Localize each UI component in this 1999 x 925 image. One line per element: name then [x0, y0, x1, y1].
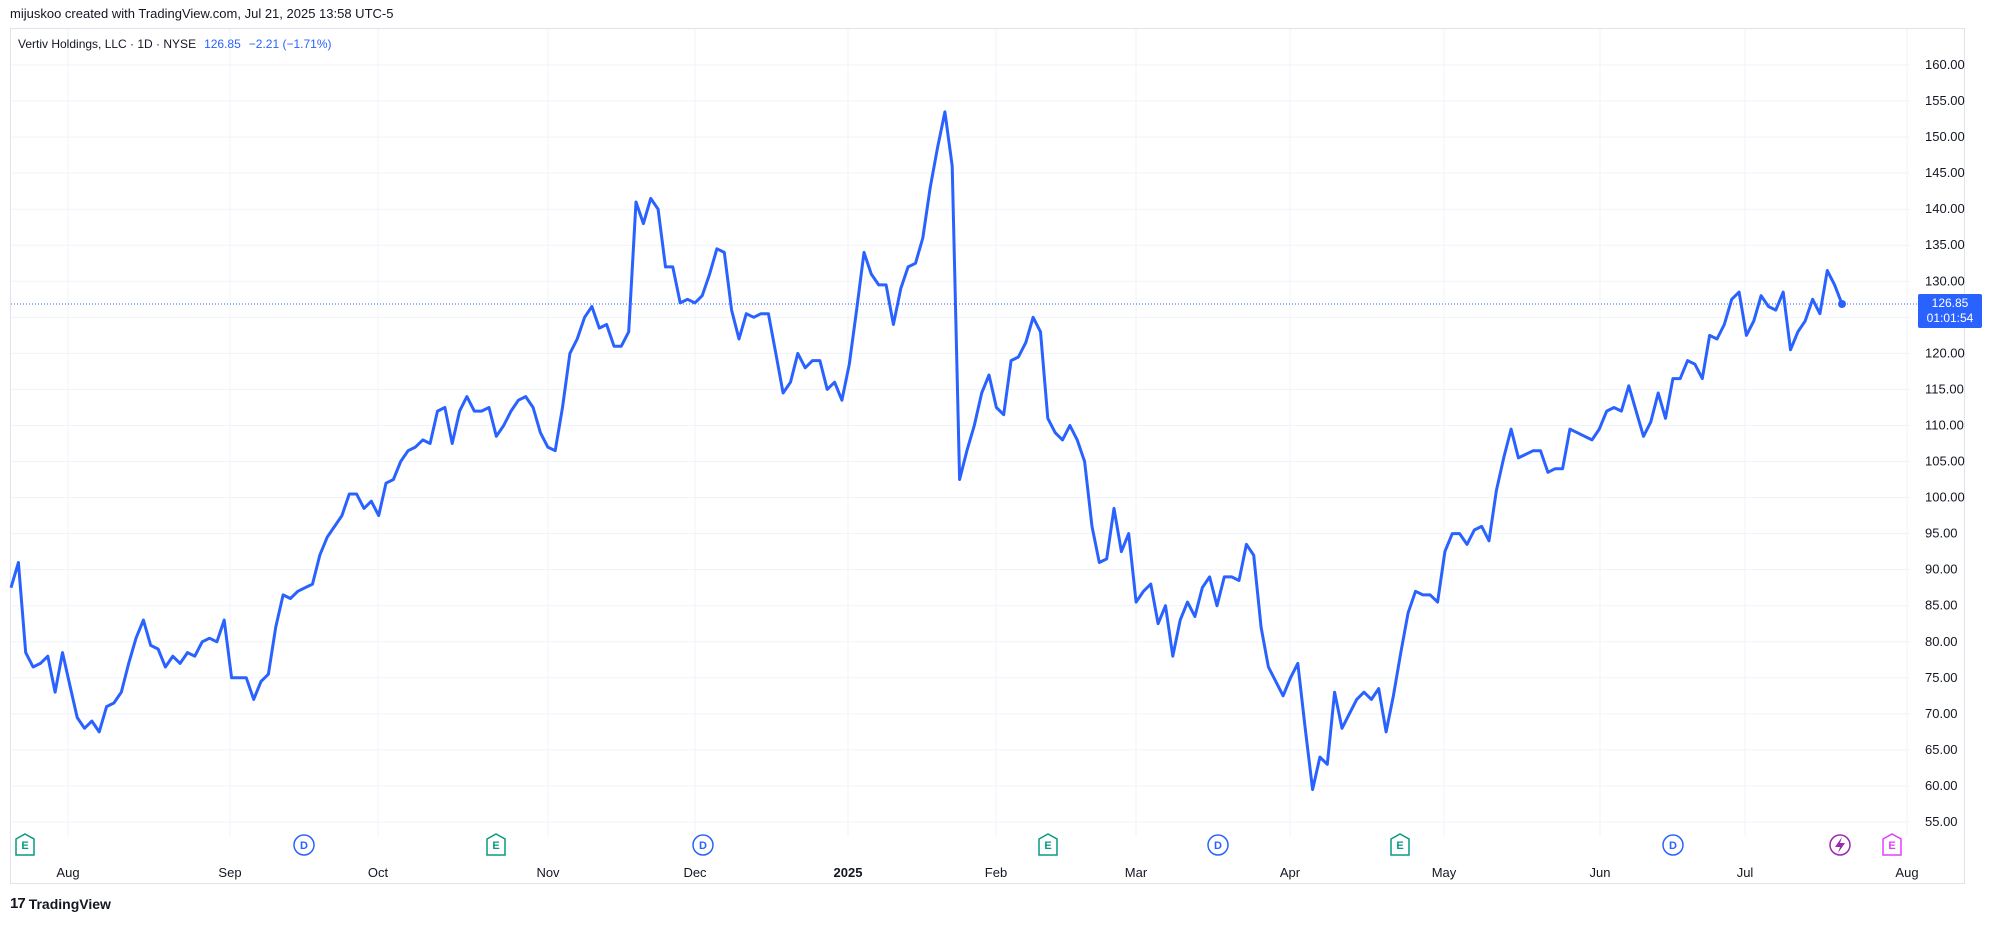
svg-text:E: E: [21, 840, 28, 852]
price-tick-label: 90.00: [1925, 562, 1958, 577]
chart-caption: mijuskoo created with TradingView.com, J…: [10, 6, 394, 21]
tradingview-branding[interactable]: 17 TradingView: [10, 895, 111, 912]
price-tick-label: 75.00: [1925, 670, 1958, 685]
symbol-legend[interactable]: Vertiv Holdings, LLC · 1D · NYSE 126.85 …: [18, 37, 332, 51]
price-series-line: [9, 110, 1844, 792]
earnings-event-icon[interactable]: E: [486, 833, 506, 856]
price-tick-label: 55.00: [1925, 814, 1958, 829]
price-tick-label: 105.00: [1925, 454, 1965, 469]
time-tick-label: Aug: [56, 865, 79, 880]
price-tick-label: 135.00: [1925, 237, 1965, 252]
dividend-event-icon[interactable]: D: [1662, 834, 1684, 856]
price-tick-label: 70.00: [1925, 706, 1958, 721]
price-tick-label: 110.00: [1925, 417, 1964, 432]
svg-text:E: E: [1396, 840, 1403, 852]
time-tick-label: May: [1432, 865, 1457, 880]
price-tick-label: 60.00: [1925, 778, 1958, 793]
last-price-dot: [1838, 299, 1846, 308]
dividend-event-icon[interactable]: D: [293, 834, 315, 856]
tradingview-brand-name: TradingView: [28, 895, 111, 912]
earnings-event-icon[interactable]: E: [15, 833, 35, 856]
last-price: 126.85: [204, 37, 241, 51]
chart-frame: [10, 28, 1965, 884]
price-tick-label: 115.00: [1925, 381, 1964, 396]
bolt-icon[interactable]: [1829, 834, 1851, 856]
price-tick-label: 85.00: [1925, 598, 1958, 613]
price-tick-label: 155.00: [1925, 93, 1965, 108]
price-tick-label: 80.00: [1925, 634, 1958, 649]
price-tag: 126.85 01:01:54: [1918, 294, 1982, 328]
time-axis: Aug Sep Oct Nov Dec 2025 Feb Mar Apr May Jun Jul Aug: [56, 865, 1918, 880]
time-tick-label: 2025: [834, 865, 863, 880]
svg-text:D: D: [300, 840, 308, 852]
price-tick-label: 120.00: [1925, 345, 1965, 360]
time-tick-label: Oct: [368, 865, 389, 880]
dividend-event-icon[interactable]: D: [692, 834, 714, 856]
dividend-event-icon[interactable]: D: [1207, 834, 1229, 856]
time-tick-label: Jul: [1737, 865, 1754, 880]
grid-lines: [11, 29, 1910, 836]
price-tick-label: 65.00: [1925, 742, 1958, 757]
time-tick-label: Sep: [218, 865, 241, 880]
upcoming_earnings-event-icon[interactable]: E: [1882, 833, 1902, 856]
price-tick-label: 150.00: [1925, 129, 1965, 144]
price-change: −2.21 (−1.71%): [248, 37, 332, 51]
time-tick-label: Jun: [1590, 865, 1611, 880]
tradingview-logo-icon: 17: [10, 895, 26, 912]
svg-text:D: D: [699, 840, 707, 852]
svg-text:E: E: [1888, 840, 1895, 852]
price-tick-label: 95.00: [1925, 526, 1958, 541]
price-tag-countdown: 01:01:54: [1926, 311, 1974, 325]
earnings-event-icon[interactable]: E: [1038, 833, 1058, 856]
time-tick-label: Mar: [1125, 865, 1148, 880]
svg-text:E: E: [492, 840, 499, 852]
earnings-event-icon[interactable]: E: [1390, 833, 1410, 856]
price-tick-label: 100.00: [1925, 490, 1965, 505]
svg-text:E: E: [1044, 840, 1051, 852]
svg-text:D: D: [1214, 840, 1222, 852]
price-tick-label: 160.00: [1925, 57, 1965, 72]
price-tick-label: 145.00: [1925, 165, 1965, 180]
symbol-name: Vertiv Holdings, LLC · 1D · NYSE: [18, 37, 197, 51]
time-tick-label: Nov: [536, 865, 560, 880]
time-tick-label: Feb: [985, 865, 1007, 880]
time-tick-label: Apr: [1280, 865, 1301, 880]
price-tick-label: 140.00: [1925, 201, 1965, 216]
svg-text:D: D: [1669, 840, 1677, 852]
time-tick-label: Dec: [683, 865, 707, 880]
price-tag-value: 126.85: [1931, 296, 1969, 310]
time-tick-label: Aug: [1895, 865, 1918, 880]
price-axis: 160.00 155.00 150.00 145.00 140.00 135.00 130.…: [1925, 57, 1965, 829]
price-tick-label: 130.00: [1925, 273, 1965, 288]
